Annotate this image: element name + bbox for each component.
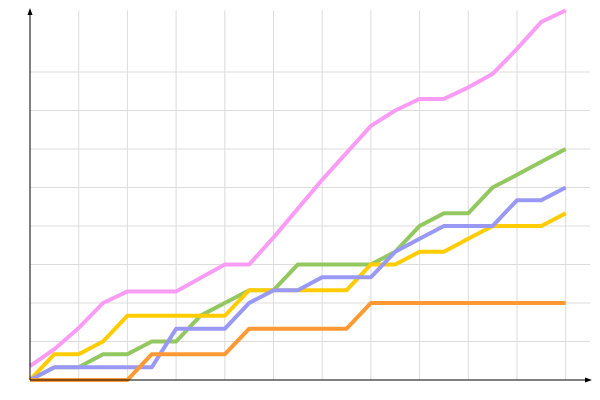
plot-area — [28, 8, 567, 382]
grid — [30, 10, 590, 380]
series-line — [28, 8, 567, 368]
x-axis-arrow — [585, 377, 592, 383]
series-line — [29, 185, 567, 382]
series-line — [29, 147, 567, 382]
y-axis-arrow — [27, 8, 33, 15]
axes — [27, 8, 592, 383]
